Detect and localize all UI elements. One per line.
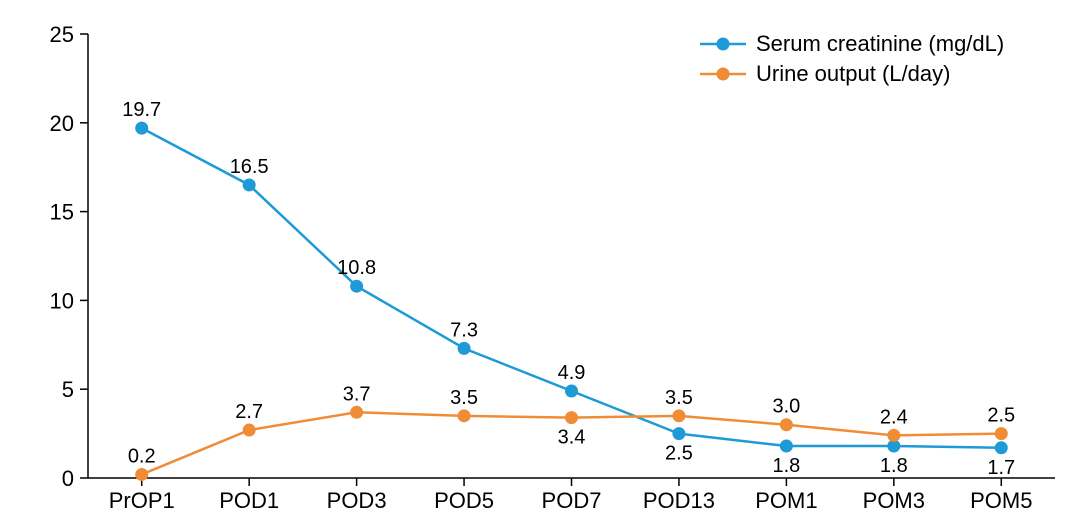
x-tick-label: POM3 bbox=[863, 488, 925, 513]
x-tick-label: POD1 bbox=[219, 488, 279, 513]
data-label: 19.7 bbox=[122, 99, 161, 121]
data-marker bbox=[780, 440, 793, 453]
data-label: 3.7 bbox=[343, 383, 371, 405]
data-label: 2.4 bbox=[880, 406, 908, 428]
legend-label: Serum creatinine (mg/dL) bbox=[756, 31, 1004, 56]
line-chart: 0 5 10 15 20 25 PrOP1 POD1 POD3 POD5 POD7 POD13 POM1… bbox=[0, 0, 1080, 530]
data-label: 2.5 bbox=[665, 443, 693, 465]
data-marker bbox=[995, 441, 1008, 454]
data-label: 2.5 bbox=[987, 405, 1015, 427]
data-marker bbox=[672, 409, 685, 422]
data-label: 3.5 bbox=[665, 387, 693, 409]
data-marker bbox=[780, 418, 793, 431]
x-tick-label: POD7 bbox=[542, 488, 602, 513]
data-label: 3.5 bbox=[450, 387, 478, 409]
data-marker bbox=[135, 122, 148, 135]
data-marker bbox=[458, 342, 471, 355]
series-line bbox=[142, 128, 1002, 448]
axes: 0 5 10 15 20 25 PrOP1 POD1 POD3 POD5 POD7 POD13 POM1… bbox=[50, 22, 1055, 513]
data-marker bbox=[135, 468, 148, 481]
data-label: 4.9 bbox=[558, 362, 586, 384]
data-marker bbox=[350, 406, 363, 419]
x-tick-label: POD3 bbox=[327, 488, 387, 513]
data-label: 3.4 bbox=[558, 427, 586, 449]
data-marker bbox=[995, 427, 1008, 440]
data-label: 2.7 bbox=[235, 401, 263, 423]
data-label: 0.2 bbox=[128, 445, 156, 467]
data-marker bbox=[350, 280, 363, 293]
x-tick-label: POD13 bbox=[643, 488, 715, 513]
legend-marker bbox=[717, 38, 730, 51]
data-marker bbox=[458, 409, 471, 422]
legend-label: Urine output (L/day) bbox=[756, 61, 950, 86]
y-tick-label: 15 bbox=[50, 200, 74, 225]
data-marker bbox=[243, 178, 256, 191]
x-tick-label: POM5 bbox=[970, 488, 1032, 513]
data-label: 1.8 bbox=[772, 455, 800, 477]
x-tick-label: POD5 bbox=[434, 488, 494, 513]
data-marker bbox=[243, 424, 256, 437]
y-tick-label: 25 bbox=[50, 22, 74, 47]
data-marker bbox=[887, 429, 900, 442]
data-label: 1.8 bbox=[880, 455, 908, 477]
x-tick-label: PrOP1 bbox=[109, 488, 175, 513]
y-tick-label: 20 bbox=[50, 111, 74, 136]
data-label: 7.3 bbox=[450, 319, 478, 341]
data-marker bbox=[565, 384, 578, 397]
data-label: 3.0 bbox=[772, 396, 800, 418]
data-marker bbox=[565, 411, 578, 424]
y-tick-label: 10 bbox=[50, 288, 74, 313]
data-label: 16.5 bbox=[230, 156, 269, 178]
y-tick-label: 0 bbox=[62, 466, 74, 491]
legend: Serum creatinine (mg/dL) Urine output (L/… bbox=[700, 31, 1004, 86]
data-label: 1.7 bbox=[987, 457, 1015, 479]
data-marker bbox=[672, 427, 685, 440]
legend-marker bbox=[717, 68, 730, 81]
data-label: 10.8 bbox=[337, 257, 376, 279]
y-tick-label: 5 bbox=[62, 377, 74, 402]
x-tick-label: POM1 bbox=[755, 488, 817, 513]
